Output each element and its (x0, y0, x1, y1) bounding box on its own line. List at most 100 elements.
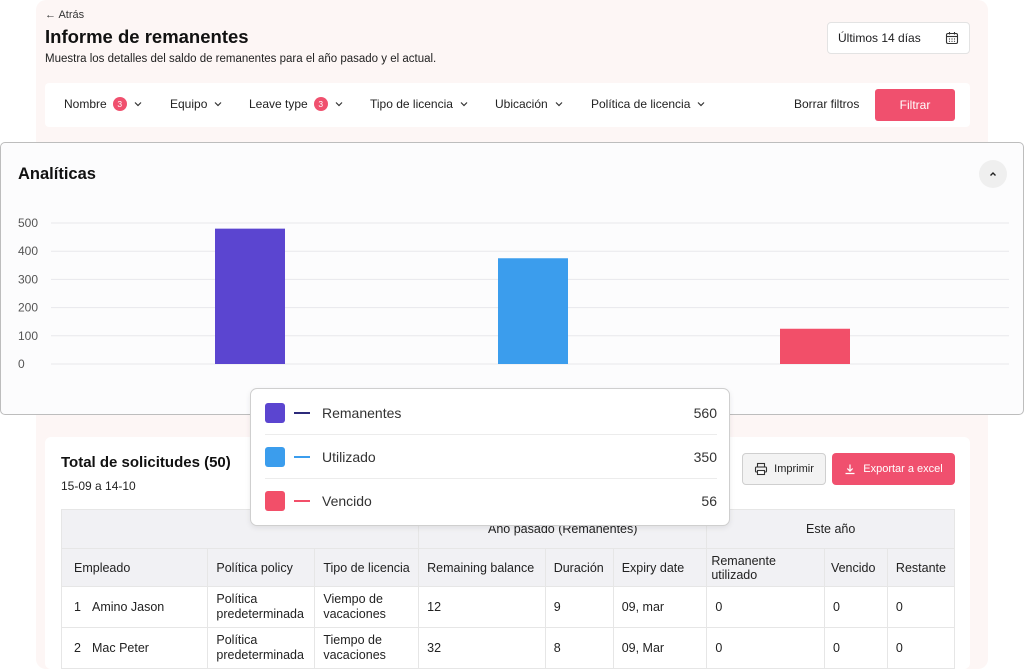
legend-line (294, 456, 310, 458)
leave-type-cell: Viempo de vacaciones (314, 586, 420, 628)
legend-name: Utilizado (322, 449, 376, 465)
chevron-down-icon (460, 102, 468, 107)
filter-label: Tipo de licencia (370, 97, 453, 111)
used-cell: 0 (706, 627, 825, 669)
column-header[interactable]: Expiry date (612, 548, 708, 587)
legend-item: Remanentes 560 (265, 392, 717, 435)
expired-cell: 0 (823, 627, 888, 669)
requests-date-range: 15-09 a 14-10 (61, 479, 136, 493)
collapse-button[interactable] (979, 160, 1007, 188)
column-header[interactable]: Tipo de licencia (314, 548, 420, 587)
balance-cell: 32 (418, 627, 546, 669)
legend-swatch (265, 403, 285, 423)
bar-chart: 0 100 200 300 400 500 (18, 216, 1009, 371)
table-header: Empleado Política policy Tipo de licenci… (60, 548, 956, 587)
duration-cell: 8 (544, 627, 614, 669)
table-row[interactable]: 1 Amino Jason Política predeterminada Vie… (60, 586, 956, 628)
apply-filter-button[interactable]: Filtrar (875, 89, 955, 121)
duration-cell: 9 (544, 586, 614, 628)
chevron-up-icon (990, 172, 996, 176)
legend-item: Vencido 56 (265, 479, 717, 522)
employee-name: Amino Jason (92, 599, 165, 614)
group-header-this-year: Este año (706, 509, 955, 549)
column-header[interactable]: Remaining balance (418, 548, 546, 587)
chart-legend-popup: Remanentes 560 Utilizado 350 Vencido 56 (250, 388, 730, 526)
requests-table: Año pasado (Remanentes) Este año Emplead… (60, 509, 956, 669)
requests-title: Total de solicitudes (50) (61, 454, 231, 471)
filter-leave-type[interactable]: Leave type 3 (249, 97, 343, 111)
legend-value: 56 (701, 492, 717, 509)
row-number: 1 (74, 599, 81, 614)
filter-count-badge: 3 (313, 97, 328, 111)
export-label: Exportar a excel (863, 463, 943, 475)
bar-remanentes[interactable] (215, 228, 285, 364)
filter-location[interactable]: Ubicación (495, 97, 563, 111)
y-tick-label: 400 (18, 244, 38, 258)
y-tick-label: 200 (18, 301, 38, 315)
legend-line (294, 412, 310, 414)
employee-cell: 1 Amino Jason (60, 586, 209, 628)
page-title: Informe de remanentes (45, 26, 249, 47)
clear-filters-button[interactable]: Borrar filtros (794, 97, 860, 111)
legend-value: 560 (693, 405, 717, 421)
employee-cell: 2 Mac Peter (60, 627, 209, 669)
column-header[interactable]: Política policy (207, 548, 316, 587)
filter-leave-policy[interactable]: Política de licencia (591, 97, 705, 111)
filter-bar: Nombre 3 Equipo Leave type 3 Tipo de lic… (45, 83, 970, 127)
legend-value: 350 (693, 449, 717, 465)
remaining-cell: 0 (886, 586, 956, 628)
expiry-cell: 09, mar (612, 586, 708, 628)
column-header[interactable]: Vencido (823, 548, 888, 587)
used-cell: 0 (706, 586, 825, 628)
table-row[interactable]: 2 Mac Peter Política predeterminada Tiemp… (60, 627, 956, 669)
row-number: 2 (74, 640, 81, 655)
y-tick-label: 100 (18, 329, 38, 343)
page-subtitle: Muestra los detalles del saldo de remane… (45, 53, 437, 65)
y-tick-label: 500 (18, 216, 38, 230)
employee-name: Mac Peter (92, 640, 149, 655)
chevron-down-icon (134, 102, 142, 107)
filter-label: Ubicación (495, 97, 548, 111)
calendar-icon (945, 32, 959, 45)
policy-cell: Política predeterminada (207, 586, 316, 628)
column-header[interactable]: Restante (886, 548, 956, 587)
filter-label: Equipo (170, 97, 208, 111)
filter-label: Nombre (64, 97, 107, 111)
back-link[interactable]: ← Atrás (45, 9, 85, 21)
y-tick-label: 300 (18, 272, 38, 286)
filter-license-type[interactable]: Tipo de licencia (370, 97, 468, 111)
column-header[interactable]: Empleado (60, 548, 209, 587)
bar-vencido[interactable] (780, 328, 850, 364)
expiry-cell: 09, Mar (612, 627, 708, 669)
download-icon (845, 464, 855, 475)
legend-swatch (265, 447, 285, 467)
export-excel-button[interactable]: Exportar a excel (832, 453, 955, 485)
column-header[interactable]: Duración (544, 548, 614, 587)
date-range-picker[interactable]: Últimos 14 días (827, 22, 970, 54)
group-header-empty (60, 509, 420, 549)
column-header[interactable]: Remanente utilizado (706, 548, 825, 587)
print-label: Imprimir (774, 463, 814, 475)
policy-cell: Política predeterminada (207, 627, 316, 669)
bar-utilizado[interactable] (498, 258, 568, 364)
legend-name: Vencido (322, 492, 372, 509)
analytics-title: Analíticas (18, 165, 96, 183)
remaining-cell: 0 (886, 627, 956, 669)
chevron-down-icon (555, 102, 563, 107)
chevron-down-icon (214, 102, 222, 107)
filter-label: Política de licencia (591, 97, 691, 111)
analytics-panel: Analíticas 0 100 200 300 400 500 (0, 142, 1024, 415)
filter-name[interactable]: Nombre 3 (64, 97, 142, 111)
chevron-down-icon (335, 102, 343, 107)
filter-team[interactable]: Equipo (170, 97, 222, 111)
balance-cell: 12 (418, 586, 546, 628)
expired-cell: 0 (823, 586, 888, 628)
legend-swatch (265, 490, 285, 511)
date-range-label: Últimos 14 días (838, 31, 921, 45)
chevron-down-icon (697, 102, 705, 107)
legend-item: Utilizado 350 (265, 436, 717, 479)
leave-type-cell: Tiempo de vacaciones (314, 627, 420, 669)
print-button[interactable]: Imprimir (742, 453, 826, 485)
filter-label: Leave type (249, 97, 308, 111)
legend-name: Remanentes (322, 405, 402, 421)
